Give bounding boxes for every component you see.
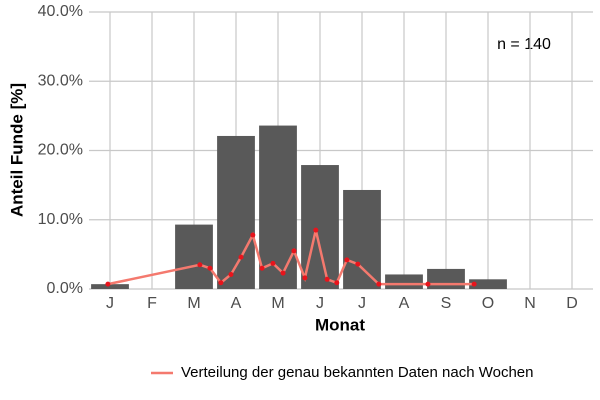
y-axis-title: Anteil Funde [%]: [7, 83, 26, 217]
x-tick-label: J: [106, 295, 114, 312]
point: [302, 275, 308, 281]
point: [425, 281, 431, 287]
point: [376, 281, 382, 287]
point: [228, 271, 234, 277]
x-tick-label: D: [566, 295, 578, 312]
bar: [259, 125, 297, 289]
x-tick-label: J: [358, 295, 366, 312]
point: [355, 261, 361, 267]
bar: [385, 274, 423, 289]
bar: [427, 268, 465, 289]
point: [218, 280, 224, 286]
bar: [91, 284, 129, 289]
point: [324, 276, 330, 282]
point: [207, 265, 213, 271]
x-tick-label: S: [441, 295, 452, 312]
legend-label: Verteilung der genau bekannten Daten nac…: [181, 364, 534, 381]
x-tick-label: O: [482, 295, 494, 312]
x-tick-label: M: [271, 295, 284, 312]
point: [291, 248, 297, 254]
x-tick-label: J: [316, 295, 324, 312]
point: [344, 257, 350, 263]
x-tick-label: M: [187, 295, 200, 312]
point: [280, 270, 286, 276]
x-axis-title: Monat: [315, 315, 365, 334]
y-tick-label: 0.0%: [47, 280, 83, 297]
bar: [175, 224, 213, 289]
x-tick-label: F: [147, 295, 157, 312]
bar: [469, 279, 507, 289]
y-tick-label: 10.0%: [38, 211, 83, 228]
point: [259, 265, 265, 271]
annotation: n = 140: [497, 36, 551, 53]
point: [238, 254, 244, 260]
y-tick-label: 40.0%: [38, 3, 83, 20]
point: [313, 227, 319, 233]
x-tick-label: N: [524, 295, 536, 312]
bar: [343, 189, 381, 289]
x-tick-label: A: [399, 295, 410, 312]
x-tick-label: A: [231, 295, 242, 312]
point: [197, 262, 203, 268]
point: [471, 281, 477, 287]
point: [105, 281, 111, 287]
y-tick-label: 30.0%: [38, 72, 83, 89]
y-tick-label: 20.0%: [38, 142, 83, 159]
point: [270, 260, 276, 266]
point: [250, 232, 256, 238]
point: [334, 280, 340, 286]
